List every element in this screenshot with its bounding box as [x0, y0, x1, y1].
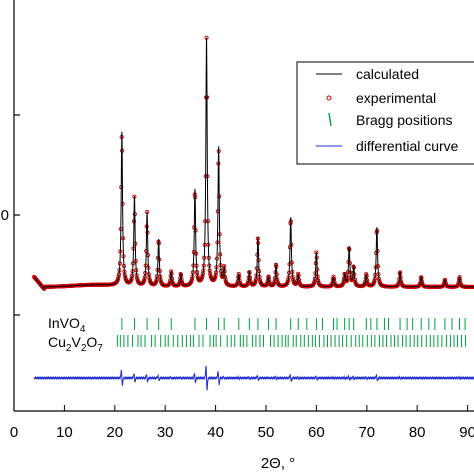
x-tick-label: 50: [258, 424, 275, 441]
bragg-positions: [116, 318, 467, 347]
x-tick-label: 90: [459, 424, 474, 441]
legend-bragg-marker: [328, 112, 332, 127]
x-tick-label: 80: [409, 424, 426, 441]
legend-calculated-label: calculated: [356, 66, 419, 82]
differential-curve: [33, 365, 474, 391]
x-tick-label: 30: [157, 424, 174, 441]
legend-differential-label: differential curve: [356, 138, 459, 154]
x-axis-label: 2Θ, °: [261, 455, 295, 472]
legend-box: [296, 61, 474, 165]
phase-label-cu2v2o7: Cu2V2O7: [48, 334, 103, 354]
x-tick-label: 20: [106, 424, 123, 441]
calculated-curve: [33, 37, 474, 291]
legend-experimental-label: experimental: [356, 90, 436, 106]
y-axis-ticks: 0: [1, 114, 20, 316]
calculated-line: [33, 37, 474, 291]
x-axis-ticks: 0 10 20 30 40 50 60 70 80 90: [10, 405, 474, 441]
x-tick-label: 10: [56, 424, 73, 441]
x-tick-label: 70: [358, 424, 375, 441]
x-tick-label: 0: [10, 424, 18, 441]
differential-line: [33, 365, 474, 391]
legend-bragg-label: Bragg positions: [356, 112, 453, 128]
x-tick-label: 60: [308, 424, 325, 441]
x-tick-label: 40: [207, 424, 224, 441]
phase-label-invo4: InVO4: [48, 315, 86, 335]
y-tick-label: 0: [1, 207, 9, 224]
legend: calculated experimental Bragg positions …: [296, 61, 474, 165]
legend-experimental-marker: [326, 95, 332, 101]
